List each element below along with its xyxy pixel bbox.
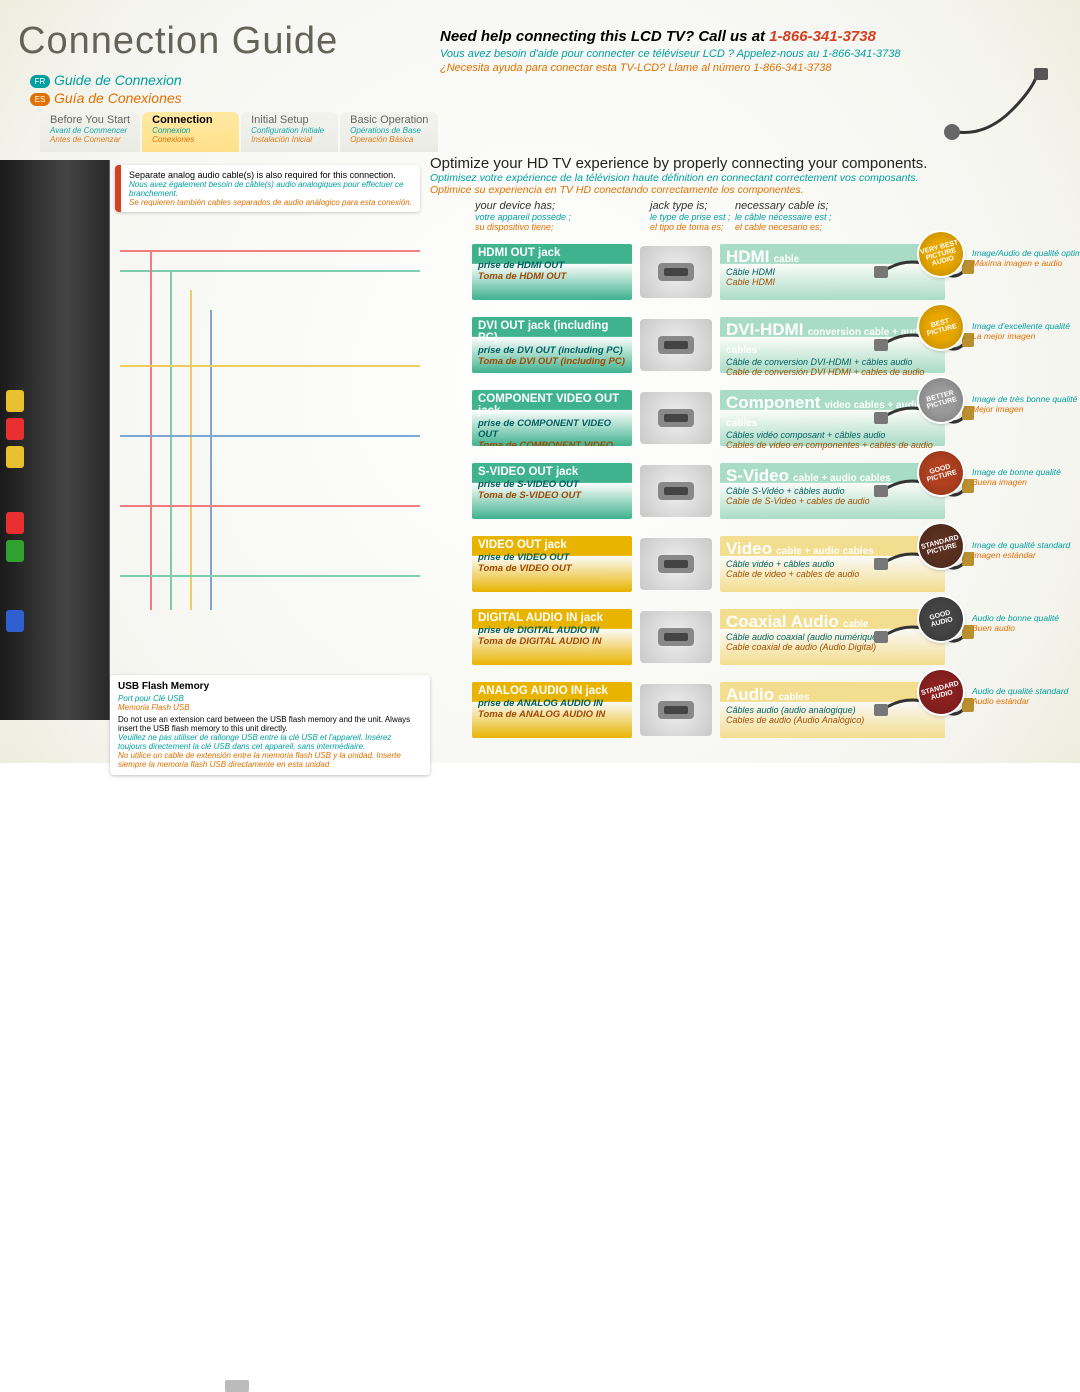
jack-label: DIGITAL AUDIO IN jackprise de DIGITAL AU… — [472, 609, 632, 665]
quality-note: Image de très bonne qualitéMejor imagen — [972, 394, 1080, 414]
wiring-diagram — [110, 195, 430, 665]
jack-label: S-VIDEO OUT jackprise de S-VIDEO OUTToma… — [472, 463, 632, 519]
quality-note: Audio de bonne qualitéBuen audio — [972, 613, 1080, 633]
quality-note: Image d'excellente qualitéLa mejor image… — [972, 321, 1080, 341]
tab-initial-setup[interactable]: Initial SetupConfiguration InitialeInsta… — [241, 112, 338, 152]
connection-row: DIGITAL AUDIO IN jackprise de DIGITAL AU… — [472, 605, 1058, 673]
usb-note: USB Flash Memory Port pour Clé USB Memor… — [110, 675, 430, 775]
tv-port — [6, 390, 24, 412]
page: Connection Guide FRGuide de Connexion ES… — [0, 0, 1080, 763]
quality-note: Image/Audio de qualité optimaleMáxima im… — [972, 248, 1080, 268]
jack-illustration — [640, 538, 712, 590]
quality-note: Image de bonne qualitéBuena imagen — [972, 467, 1080, 487]
connection-rows: HDMI OUT jackprise de HDMI OUTToma de HD… — [472, 240, 1058, 751]
tv-port — [6, 446, 24, 468]
connection-row: S-VIDEO OUT jackprise de S-VIDEO OUTToma… — [472, 459, 1058, 527]
jack-label: ANALOG AUDIO IN jackprise de ANALOG AUDI… — [472, 682, 632, 738]
page-title: Connection Guide — [18, 20, 338, 63]
connection-row: DVI OUT jack (including PC)prise de DVI … — [472, 313, 1058, 381]
jack-illustration — [640, 465, 712, 517]
intro-es: Optimice su experiencia en TV HD conecta… — [430, 184, 1050, 196]
quality-note: Image de qualité standardImagen estándar — [972, 540, 1080, 560]
tab-basic-operation[interactable]: Basic OperationOpérations de BaseOperaci… — [340, 112, 438, 152]
jack-label: COMPONENT VIDEO OUT jackprise de COMPONE… — [472, 390, 632, 446]
jack-illustration — [640, 611, 712, 663]
col-header-cable: necessary cable is; le câble nécessaire … — [735, 200, 832, 232]
subtitle-es: ESGuía de Conexiones — [30, 90, 182, 106]
jack-illustration — [640, 246, 712, 298]
jack-illustration — [640, 392, 712, 444]
tab-strip: Before You StartAvant de CommencerAntes … — [40, 112, 438, 152]
help-fr: Vous avez besoin d'aide pour connecter c… — [440, 48, 1050, 60]
connection-row: COMPONENT VIDEO OUT jackprise de COMPONE… — [472, 386, 1058, 454]
quality-note: Audio de qualité standardAudio estándar — [972, 686, 1080, 706]
col-header-device: your device has; votre appareil possède … — [475, 200, 571, 232]
jack-label: HDMI OUT jackprise de HDMI OUTToma de HD… — [472, 244, 632, 300]
tab-before-you-start[interactable]: Before You StartAvant de CommencerAntes … — [40, 112, 140, 152]
tv-port — [6, 540, 24, 562]
intro-fr: Optimisez votre expérience de la télévis… — [430, 172, 1050, 184]
help-block: Need help connecting this LCD TV? Call u… — [440, 28, 1050, 74]
jack-label: VIDEO OUT jackprise de VIDEO OUTToma de … — [472, 536, 632, 592]
help-es: ¿Necesita ayuda para conectar esta TV-LC… — [440, 62, 1050, 74]
tv-side-panel — [0, 160, 110, 720]
usb-stick-icon — [225, 1380, 249, 1392]
tv-port — [6, 512, 24, 534]
connection-row: HDMI OUT jackprise de HDMI OUTToma de HD… — [472, 240, 1058, 308]
connection-row: VIDEO OUT jackprise de VIDEO OUTToma de … — [472, 532, 1058, 600]
intro-block: Optimize your HD TV experience by proper… — [430, 155, 1050, 196]
subtitle-fr: FRGuide de Connexion — [30, 72, 182, 88]
tab-connection[interactable]: ConnectionConnexionConexiones — [142, 112, 239, 152]
tv-port — [6, 610, 24, 632]
jack-illustration — [640, 684, 712, 736]
jack-label: DVI OUT jack (including PC)prise de DVI … — [472, 317, 632, 373]
connection-row: ANALOG AUDIO IN jackprise de ANALOG AUDI… — [472, 678, 1058, 746]
intro-en: Optimize your HD TV experience by proper… — [430, 155, 1050, 172]
tv-port — [6, 418, 24, 440]
help-en: Need help connecting this LCD TV? Call u… — [440, 28, 1050, 45]
jack-illustration — [640, 319, 712, 371]
col-header-jack: jack type is; le type de prise est ; el … — [650, 200, 731, 232]
